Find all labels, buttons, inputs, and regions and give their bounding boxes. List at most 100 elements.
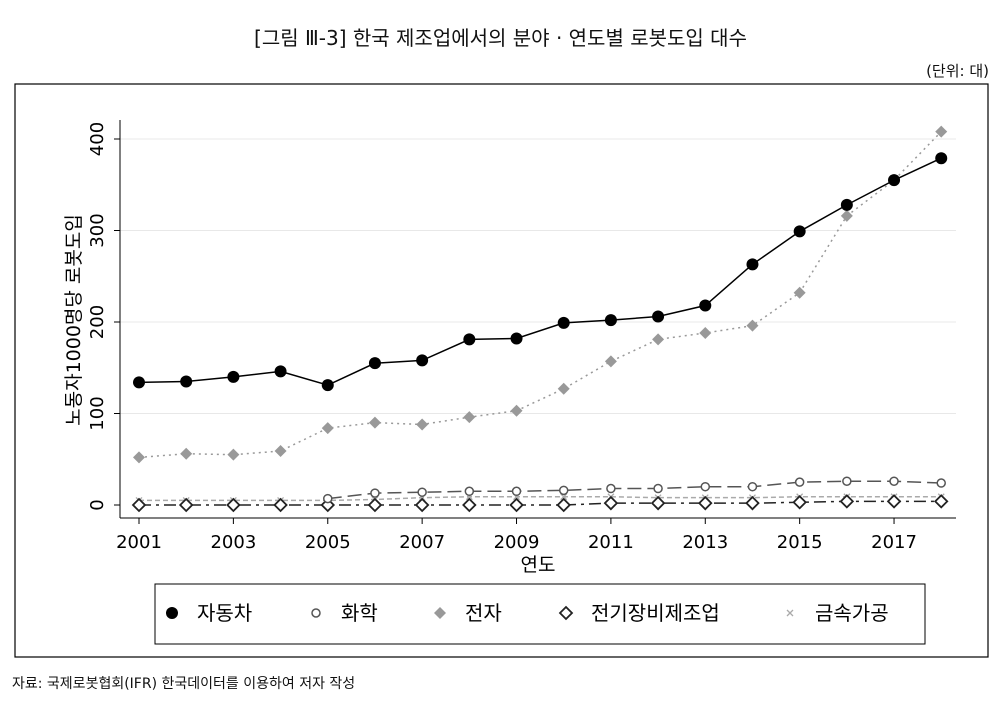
data-point (417, 487, 427, 497)
data-point (840, 198, 853, 211)
data-point (370, 488, 380, 498)
data-point (416, 418, 429, 431)
source-note: 자료: 국제로봇협회(IFR) 한국데이터를 이용하여 저자 작성 (12, 676, 356, 692)
legend-marker (166, 607, 178, 619)
data-point (936, 478, 946, 488)
x-axis-label: 연도 (521, 554, 556, 576)
data-point (935, 152, 948, 165)
data-point (603, 495, 619, 511)
data-point (700, 481, 711, 492)
data-point (557, 316, 570, 329)
series-line (138, 131, 942, 459)
data-point (180, 375, 193, 388)
data-point (746, 258, 759, 271)
x-tick-label: 2007 (399, 532, 445, 553)
y-tick-label: 300 (87, 213, 108, 247)
data-point (463, 333, 476, 346)
data-point (274, 365, 287, 378)
data-point (794, 477, 805, 487)
y-tick-label: 0 (87, 499, 108, 510)
data-point (556, 497, 571, 513)
data-point (274, 445, 287, 458)
data-point (698, 495, 713, 511)
data-point (463, 411, 476, 424)
data-point (604, 355, 617, 368)
x-tick-label: 2009 (494, 532, 540, 553)
legend-marker (311, 608, 321, 618)
data-point (888, 174, 901, 187)
x-tick-label: 2013 (682, 532, 728, 553)
data-point (746, 319, 759, 332)
data-point (510, 404, 523, 417)
data-point (131, 497, 147, 513)
data-point (416, 354, 429, 367)
legend-label: 금속가공 (815, 601, 889, 625)
data-point (226, 497, 241, 513)
legend-box (154, 583, 926, 645)
data-point (509, 497, 524, 513)
series-line (139, 496, 942, 502)
data-point (653, 483, 663, 494)
data-point (699, 299, 712, 312)
data-point (840, 209, 853, 222)
legend-label: 자동차 (197, 601, 252, 625)
chart-title: [그림 Ⅲ-3] 한국 제조업에서의 분야 · 연도별 로봇도입 대수 (254, 26, 747, 50)
data-point (557, 382, 570, 395)
data-point (464, 486, 475, 497)
data-point (839, 494, 855, 509)
data-point (323, 493, 333, 504)
series-line (327, 480, 942, 500)
x-tick-label: 2001 (116, 532, 162, 553)
legend-label: 화학 (341, 601, 378, 625)
data-point (792, 494, 807, 510)
data-point (606, 483, 616, 494)
x-tick-label: 2017 (871, 532, 917, 553)
data-point (180, 447, 193, 460)
series-line (138, 157, 942, 386)
data-point (745, 495, 760, 511)
data-point (747, 481, 758, 492)
data-point (889, 476, 899, 486)
data-point (321, 422, 334, 435)
data-point (935, 125, 948, 138)
data-point (462, 497, 477, 513)
legend-label: 전자 (465, 601, 502, 625)
y-tick-label: 400 (87, 122, 108, 156)
legend-marker (558, 605, 574, 621)
data-point (510, 332, 523, 345)
legend-marker (434, 607, 446, 619)
unit-label: (단위: 대) (926, 62, 989, 80)
data-point (699, 326, 712, 339)
data-point (652, 310, 665, 323)
data-point (604, 314, 617, 327)
data-point (652, 333, 665, 346)
outer-frame (14, 83, 989, 658)
data-point (368, 416, 381, 429)
data-point (933, 494, 949, 509)
data-point (133, 376, 145, 389)
data-point (367, 497, 383, 513)
x-tick-label: 2005 (305, 532, 351, 553)
data-point (368, 357, 381, 370)
y-tick-label: 100 (87, 396, 108, 430)
data-point (133, 451, 145, 464)
data-point (793, 286, 806, 299)
y-axis-label: 노동자1000명당 로봇도입 (63, 214, 85, 426)
data-point (511, 486, 522, 497)
legend-marker (786, 609, 794, 617)
data-point (842, 476, 852, 486)
x-tick-label: 2015 (777, 532, 823, 553)
data-point (650, 495, 666, 511)
series-line (139, 500, 942, 506)
data-point (321, 379, 334, 392)
x-tick-label: 2011 (588, 532, 634, 553)
data-point (558, 485, 569, 496)
data-point (886, 494, 902, 509)
data-point (227, 370, 240, 383)
x-tick-label: 2003 (210, 532, 256, 553)
data-point (560, 493, 568, 501)
legend-label: 전기장비제조업 (591, 601, 720, 625)
data-point (227, 448, 240, 461)
